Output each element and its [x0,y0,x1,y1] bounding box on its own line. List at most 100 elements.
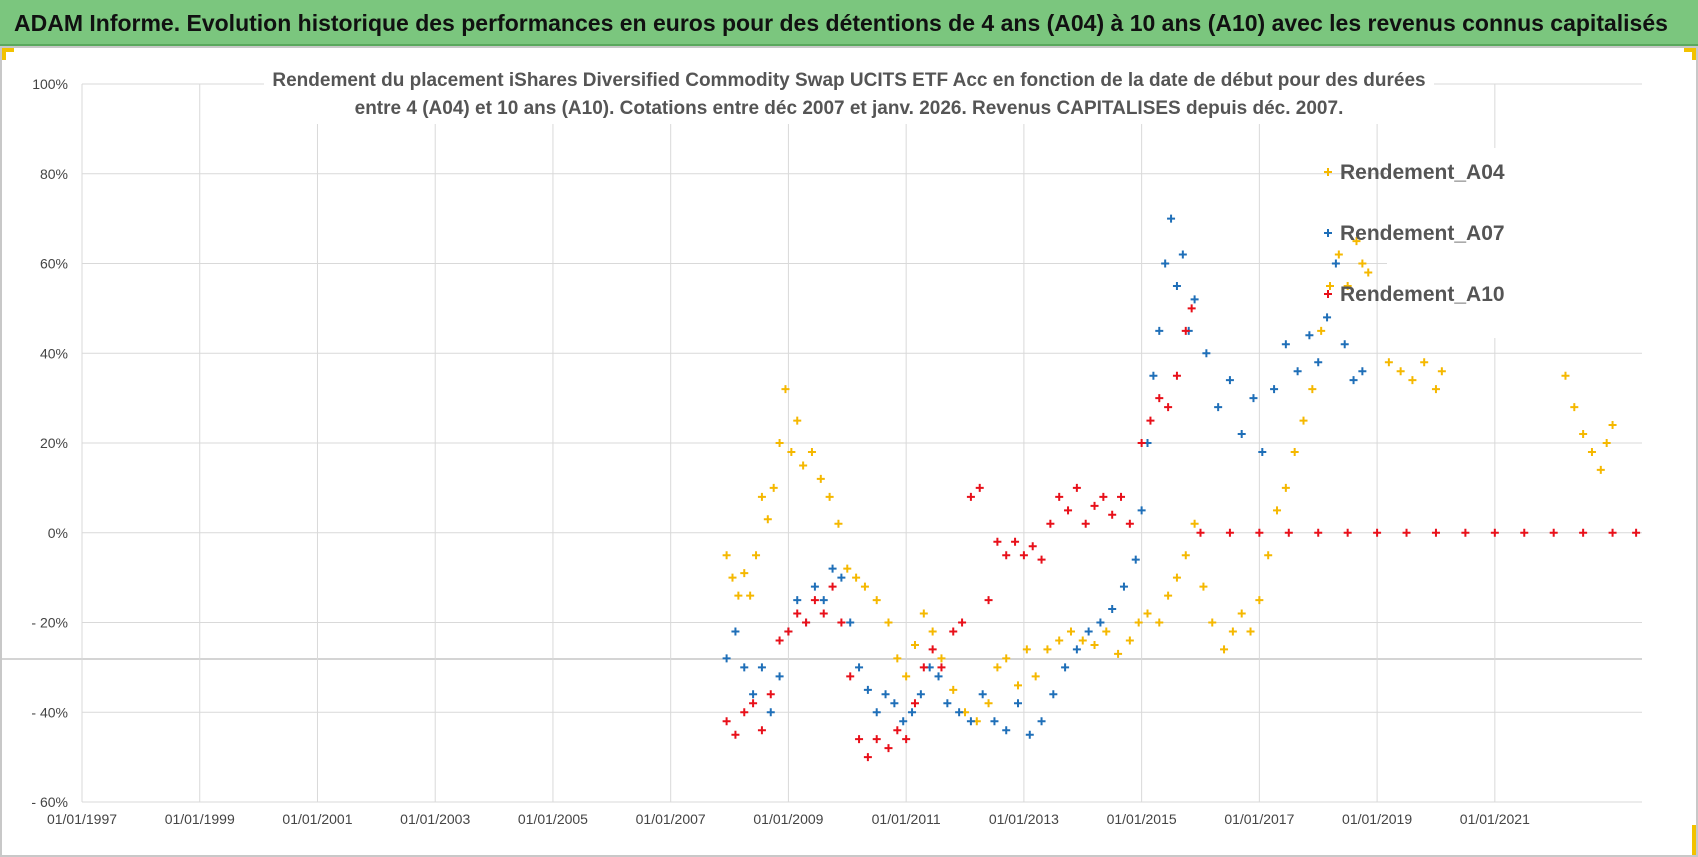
x-tick-label: 01/01/2019 [1342,811,1412,827]
data-point [893,654,902,663]
data-point [1358,367,1367,376]
data-point [1167,214,1176,223]
data-point [899,717,908,726]
data-point [975,483,984,492]
y-axis-ticks: 100% 80% 60% 40% 20% 0% - 20% - 40% - 60% [31,76,68,810]
data-point [1064,506,1073,515]
data-point [1281,340,1290,349]
data-point [837,618,846,627]
data-point [1349,376,1358,385]
data-point [746,591,755,600]
data-point [740,663,749,672]
data-point [1420,358,1429,367]
data-point [1114,649,1123,658]
data-point [958,618,967,627]
data-point [860,582,869,591]
data-point [766,690,775,699]
data-point [1549,528,1558,537]
corner-marker-br [1692,825,1696,855]
gridlines [2,83,1642,803]
data-point [1270,385,1279,394]
data-point [1131,555,1140,564]
data-point [937,654,946,663]
data-point [763,515,772,524]
chart-frame: 100% 80% 60% 40% 20% 0% - 20% - 40% - 60% 01/01/… [0,46,1698,857]
data-point [1579,528,1588,537]
data-point [816,474,825,483]
x-tick-label: 01/01/2017 [1224,811,1294,827]
data-point [902,735,911,744]
data-point [775,636,784,645]
chart-title-line-1: Rendement du placement iShares Diversifi… [272,70,1425,91]
data-point [937,663,946,672]
data-point [1317,326,1326,335]
data-point [1237,430,1246,439]
data-point [1314,528,1323,537]
data-point [1602,439,1611,447]
data-point [919,609,928,618]
data-point [1190,295,1199,304]
data-point [1431,385,1440,394]
data-point [1299,416,1308,425]
data-point [1099,492,1108,501]
data-point [893,726,902,735]
data-point [1055,492,1064,501]
corner-marker-tr-v [1692,48,1696,60]
series-rendement-a10 [722,304,1641,762]
data-point [1037,555,1046,564]
data-point [1384,358,1393,367]
legend-label: Rendement_A07 [1340,222,1505,245]
data-point [1084,627,1093,636]
data-point [1352,237,1361,246]
data-point [781,385,790,394]
data-point [1172,281,1181,290]
data-point [993,537,1002,546]
data-point [1108,510,1117,519]
data-point [1066,627,1075,636]
legend: Rendement_A04 Rendement_A07 Rendement_A10 [1324,148,1647,338]
data-point [1102,627,1111,636]
y-tick-label: 60% [40,256,68,272]
data-point [828,582,837,591]
title-background [264,66,1434,124]
data-point [966,717,975,726]
data-point [1290,447,1299,456]
data-point [1014,699,1022,708]
data-point [872,708,881,717]
data-point [934,672,943,681]
data-point [966,492,975,501]
data-point [1143,609,1152,618]
data-point [1632,528,1641,537]
x-tick-label: 01/01/2011 [872,811,941,827]
legend-background [1387,148,1647,338]
y-tick-label: 100% [32,76,68,92]
x-tick-label: 01/01/2003 [400,811,470,827]
data-point [722,717,731,726]
data-point [1373,528,1382,537]
data-point [1190,519,1199,528]
data-point [984,699,993,708]
data-point [1117,492,1126,501]
data-point [1096,618,1105,627]
data-point [852,573,861,582]
data-point [825,492,834,501]
data-point [1049,690,1058,699]
data-point [749,690,758,699]
data-point [943,699,952,708]
data-point [1090,501,1099,510]
data-point [884,744,893,753]
y-tick-label: 80% [40,166,68,182]
data-point [740,569,749,578]
data-point [855,735,864,744]
data-point [1078,636,1087,645]
data-point [1273,506,1282,515]
data-point [1031,672,1040,681]
legend-marker [1324,290,1332,298]
data-point [1055,636,1064,645]
data-point [1014,681,1022,690]
data-point [1431,528,1440,537]
data-point [1255,596,1264,605]
data-point [949,685,958,694]
data-point [793,416,802,425]
data-point [1284,528,1293,537]
